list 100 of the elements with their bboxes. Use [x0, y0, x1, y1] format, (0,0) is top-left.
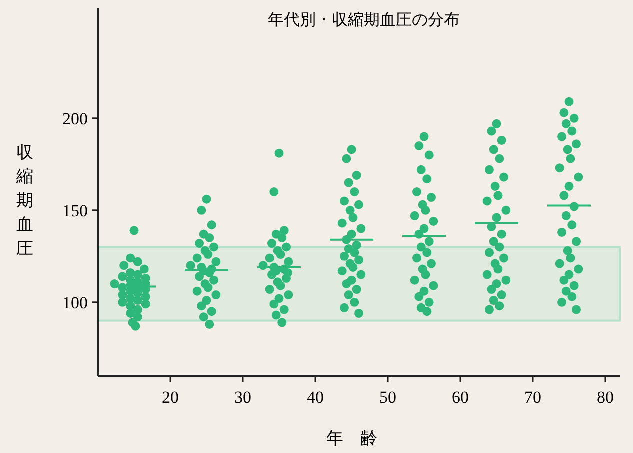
- point: [563, 145, 572, 154]
- point: [202, 296, 212, 306]
- point: [497, 136, 506, 145]
- point: [204, 250, 213, 260]
- point: [352, 240, 362, 250]
- point: [487, 126, 496, 136]
- point: [354, 200, 364, 210]
- y-tick-label: 150: [62, 201, 88, 220]
- point: [268, 270, 276, 280]
- point: [354, 256, 364, 265]
- point: [186, 261, 196, 270]
- point: [126, 308, 136, 318]
- point: [424, 237, 434, 246]
- point: [574, 264, 584, 274]
- point: [564, 182, 574, 191]
- point: [195, 272, 204, 282]
- point: [192, 286, 202, 296]
- point: [482, 270, 492, 280]
- point: [199, 312, 208, 322]
- point: [494, 264, 503, 274]
- point: [276, 281, 286, 290]
- point: [344, 178, 354, 188]
- point: [414, 292, 424, 302]
- point: [280, 226, 289, 236]
- point: [497, 230, 506, 239]
- point: [555, 259, 564, 268]
- x-tick-label: 70: [524, 388, 542, 407]
- point: [560, 191, 569, 200]
- point: [429, 216, 438, 226]
- point: [485, 305, 494, 314]
- point: [282, 242, 291, 252]
- x-tick-label: 60: [452, 388, 469, 407]
- point: [348, 213, 358, 222]
- point: [126, 254, 136, 263]
- point: [284, 290, 294, 300]
- point: [133, 257, 142, 266]
- point: [212, 290, 221, 300]
- point: [500, 254, 508, 263]
- point: [348, 262, 358, 272]
- point: [258, 261, 268, 270]
- point: [278, 234, 287, 242]
- point: [210, 276, 218, 285]
- point: [197, 206, 206, 215]
- point: [570, 202, 579, 212]
- point: [422, 248, 432, 258]
- point: [420, 286, 429, 296]
- point: [278, 318, 287, 328]
- point: [410, 276, 420, 285]
- point: [572, 237, 581, 246]
- point: [133, 296, 142, 306]
- point: [500, 172, 508, 182]
- point: [130, 226, 139, 236]
- point: [412, 188, 422, 196]
- point: [492, 213, 502, 222]
- point: [568, 220, 577, 230]
- point: [424, 150, 434, 160]
- point: [197, 302, 206, 311]
- point: [422, 307, 432, 316]
- point: [502, 276, 511, 285]
- point: [420, 132, 429, 142]
- point: [416, 242, 426, 252]
- point: [495, 154, 504, 164]
- point: [356, 224, 366, 234]
- point: [421, 270, 430, 280]
- point: [564, 97, 574, 106]
- point: [342, 280, 352, 288]
- point: [207, 307, 216, 316]
- point: [120, 261, 129, 270]
- point: [338, 218, 347, 228]
- point: [572, 140, 581, 149]
- point: [424, 298, 434, 307]
- point: [270, 188, 279, 196]
- point: [205, 234, 214, 242]
- point: [350, 248, 360, 258]
- point: [207, 220, 216, 230]
- point: [562, 119, 571, 128]
- point: [133, 312, 142, 322]
- point: [265, 285, 274, 294]
- point: [268, 239, 276, 248]
- y-axis-title: 収縮期血圧: [16, 143, 34, 258]
- point: [492, 280, 502, 288]
- point: [354, 308, 364, 318]
- point: [562, 211, 571, 220]
- point: [558, 228, 566, 237]
- point: [558, 298, 566, 307]
- point: [274, 148, 284, 158]
- x-tick-label: 20: [162, 388, 179, 407]
- point: [118, 298, 128, 307]
- point: [568, 292, 577, 302]
- point: [414, 142, 424, 150]
- point: [562, 286, 571, 296]
- y-tick-label: 200: [62, 109, 88, 128]
- point: [110, 280, 120, 288]
- point: [192, 254, 202, 263]
- point: [492, 119, 502, 128]
- point: [427, 193, 436, 202]
- point: [340, 252, 349, 261]
- x-tick-label: 40: [307, 388, 324, 407]
- point: [494, 191, 503, 200]
- point: [489, 296, 498, 306]
